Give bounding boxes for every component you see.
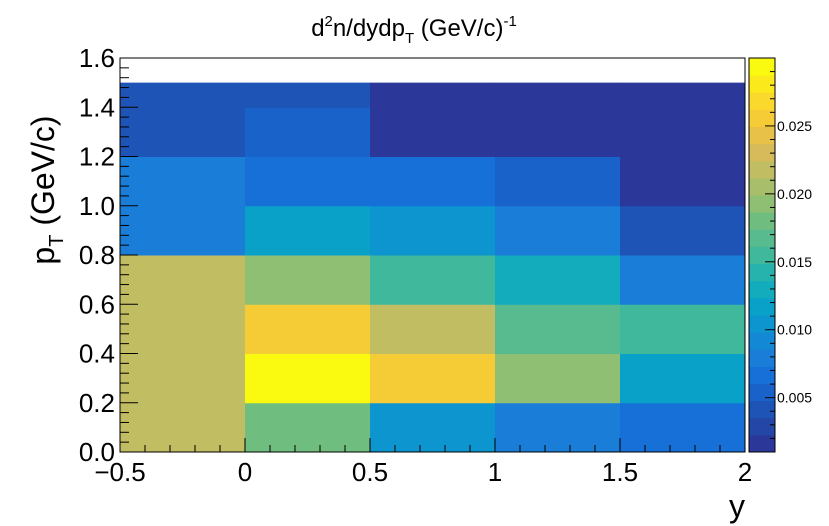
y-axis-title: pT (GeV/c) bbox=[25, 115, 68, 264]
palette-band bbox=[749, 195, 775, 213]
heatmap-cells bbox=[120, 82, 746, 453]
color-palette: 0.005 0.010 0.015 0.020 0.025 bbox=[748, 57, 812, 453]
y-title-part: (GeV/c) bbox=[25, 115, 61, 234]
y-tick-label: 0.0 bbox=[79, 437, 115, 467]
palette-band bbox=[749, 263, 775, 282]
y-tick-label: 0.2 bbox=[79, 388, 115, 418]
heatmap-cell bbox=[370, 255, 496, 305]
palette-band bbox=[749, 160, 775, 179]
palette-band bbox=[749, 280, 775, 299]
y-tick-label: 1.0 bbox=[79, 191, 115, 221]
heatmap-cell bbox=[245, 304, 371, 354]
heatmap-cell bbox=[245, 402, 371, 453]
heatmap-cell bbox=[495, 304, 621, 354]
heatmap-cell bbox=[370, 205, 496, 256]
heatmap-cell bbox=[620, 304, 746, 354]
heatmap-cell bbox=[495, 156, 621, 207]
heatmap-cell bbox=[620, 82, 746, 207]
heatmap-cell bbox=[495, 402, 621, 453]
title-part: d bbox=[311, 15, 324, 42]
y-tick-label: 0.8 bbox=[79, 240, 115, 270]
heatmap-cell bbox=[370, 156, 496, 207]
x-tick-label: 0 bbox=[238, 457, 252, 487]
palette-band bbox=[749, 332, 775, 350]
heatmap-cell bbox=[245, 353, 371, 404]
palette-band bbox=[749, 126, 775, 145]
heatmap-cell bbox=[370, 353, 496, 404]
heatmap-cell bbox=[495, 255, 621, 305]
palette-band bbox=[749, 75, 775, 93]
y-tick-label: 1.4 bbox=[79, 92, 115, 122]
title-subscript: T bbox=[405, 30, 414, 47]
heatmap-cell bbox=[370, 304, 496, 354]
heatmap-cell bbox=[120, 156, 246, 256]
palette-tick-label: 0.020 bbox=[777, 186, 812, 202]
chart-title: d2n/dydpT (GeV/c)-1 bbox=[311, 13, 517, 47]
palette-band bbox=[749, 177, 775, 196]
palette-band bbox=[749, 92, 775, 110]
palette-band bbox=[749, 58, 775, 76]
heatmap-cell bbox=[620, 353, 746, 404]
palette-band bbox=[749, 366, 775, 384]
palette-band bbox=[749, 212, 775, 230]
title-superscript: -1 bbox=[503, 13, 516, 30]
heatmap-cell bbox=[245, 107, 371, 157]
palette-band bbox=[749, 229, 775, 247]
palette-band bbox=[749, 143, 775, 162]
x-tick-label: 0.5 bbox=[352, 457, 388, 487]
heatmap-cell bbox=[120, 82, 246, 157]
palette-band bbox=[749, 297, 775, 316]
palette-tick-label: 0.005 bbox=[777, 390, 812, 406]
palette-band bbox=[749, 417, 775, 436]
palette-tick-label: 0.010 bbox=[777, 322, 812, 338]
heatmap-cell bbox=[120, 255, 246, 453]
heatmap-cell bbox=[245, 255, 371, 305]
y-tick-label: 0.4 bbox=[79, 339, 115, 369]
heatmap-cell bbox=[495, 205, 621, 256]
heatmap-cell bbox=[245, 205, 371, 256]
title-superscript: 2 bbox=[325, 13, 333, 30]
palette-band bbox=[749, 314, 775, 333]
palette-tick-label: 0.015 bbox=[777, 254, 812, 270]
palette-band bbox=[749, 400, 775, 419]
y-title-part: p bbox=[25, 247, 61, 265]
y-tick-label: 1.6 bbox=[79, 43, 115, 73]
heatmap-cell bbox=[245, 82, 371, 108]
title-part: n/dydp bbox=[333, 15, 405, 42]
x-tick-label: 1.5 bbox=[602, 457, 638, 487]
heatmap-cell bbox=[370, 82, 496, 157]
palette-band bbox=[749, 383, 775, 402]
title-part: (GeV/c) bbox=[414, 15, 503, 42]
heatmap-cell bbox=[370, 402, 496, 453]
heatmap-cell bbox=[620, 255, 746, 305]
palette-band bbox=[749, 434, 775, 453]
palette-border bbox=[748, 57, 776, 453]
heatmap-cell bbox=[245, 156, 371, 207]
y-title-subscript: T bbox=[46, 235, 68, 247]
x-tick-label: −0.5 bbox=[94, 457, 145, 487]
palette-tick-label: 0.025 bbox=[777, 118, 812, 134]
heatmap-cell bbox=[620, 402, 746, 453]
x-axis: −0.5 0 0.5 1 1.5 2 bbox=[94, 438, 752, 487]
y-tick-label: 1.2 bbox=[79, 142, 115, 172]
y-axis: 0.0 0.2 0.4 0.6 0.8 1.0 1.2 1.4 1.6 bbox=[79, 43, 138, 467]
heatmap-cell bbox=[620, 205, 746, 256]
heatmap-cell bbox=[495, 82, 621, 157]
palette-band bbox=[749, 246, 775, 265]
palette-band bbox=[749, 349, 775, 367]
heatmap-cell bbox=[495, 353, 621, 404]
x-axis-title: y bbox=[729, 488, 745, 524]
y-tick-label: 0.6 bbox=[79, 289, 115, 319]
x-tick-label: 2 bbox=[738, 457, 752, 487]
palette-band bbox=[749, 109, 775, 128]
x-tick-label: 1 bbox=[488, 457, 502, 487]
